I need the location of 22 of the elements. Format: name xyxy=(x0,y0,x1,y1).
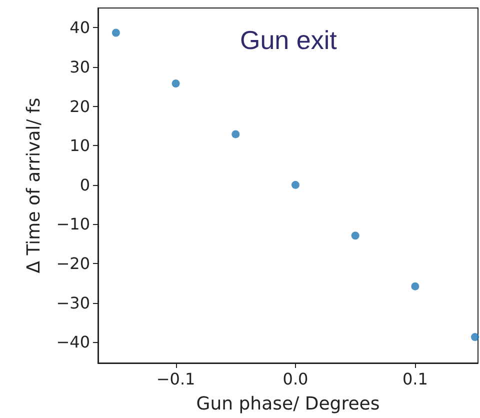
y-axis-title: Δ Time of arrival/ fs xyxy=(24,98,44,274)
y-tick-label: −40 xyxy=(56,332,90,352)
y-tick-label: −20 xyxy=(56,254,90,274)
point xyxy=(411,282,420,290)
y-tick-label: 0 xyxy=(80,175,90,194)
x-axis-title: Gun phase/ Degrees xyxy=(196,394,380,414)
x-tick-label: 0.1 xyxy=(402,370,428,388)
y-tick-label: −10 xyxy=(56,214,90,234)
text: Gun exit xyxy=(240,25,338,55)
x-tick-label: −0.1 xyxy=(156,370,196,388)
y-tick-label: 40 xyxy=(70,18,90,38)
point xyxy=(112,28,120,37)
point xyxy=(471,333,480,342)
point xyxy=(232,130,240,138)
point xyxy=(351,232,360,240)
y-tick-label: 10 xyxy=(70,136,90,156)
point xyxy=(291,180,300,189)
y-tick-label: 30 xyxy=(70,57,90,76)
x-tick-label: 0.0 xyxy=(282,370,308,388)
y-tick-label: −30 xyxy=(56,293,90,312)
y-tick-label: 20 xyxy=(70,96,90,116)
point xyxy=(172,79,180,88)
